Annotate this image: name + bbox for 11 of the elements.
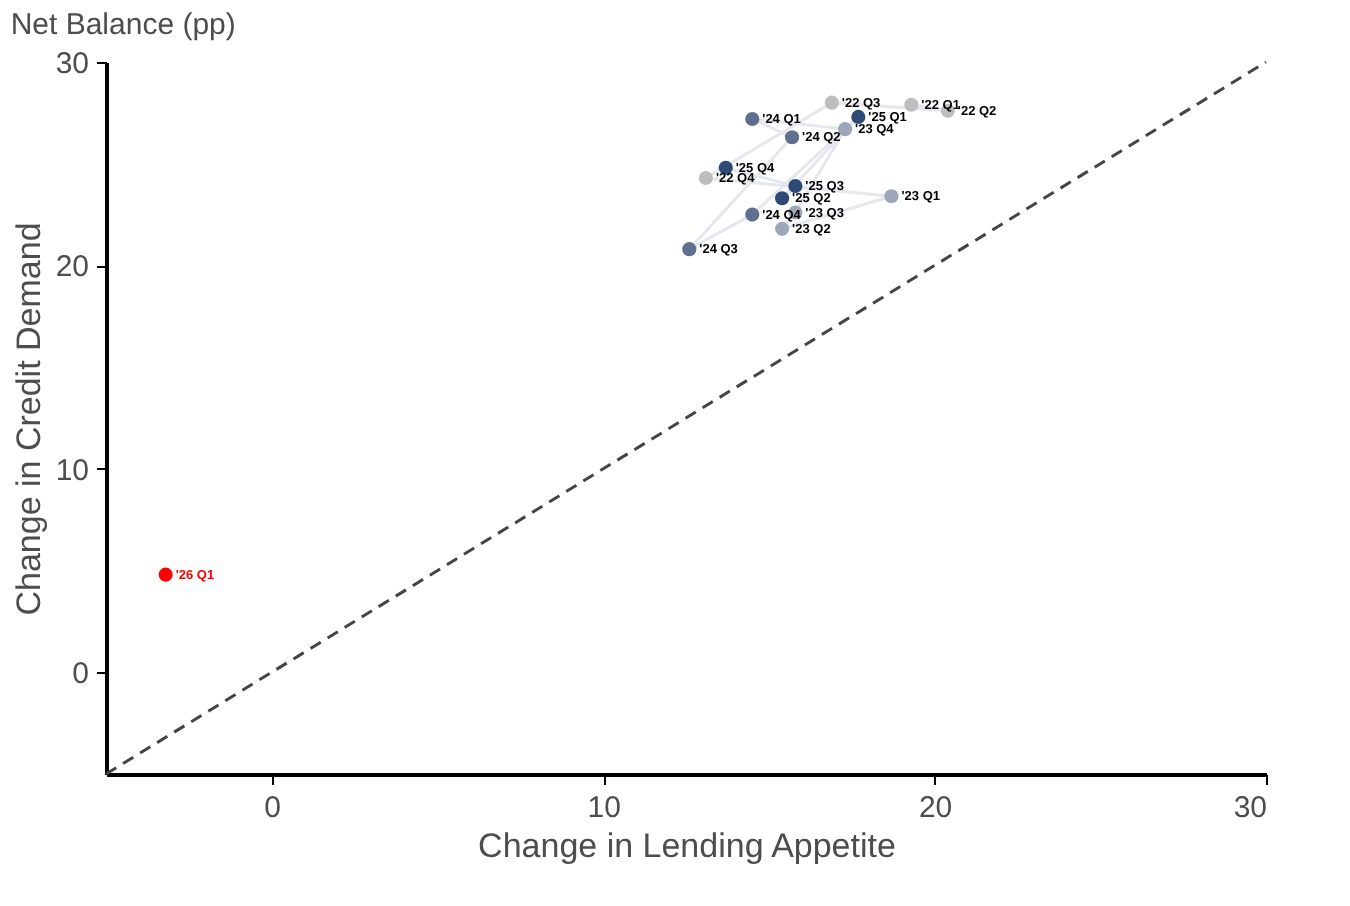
y-tick-label: 0 <box>72 657 89 692</box>
x-axis-title: Change in Lending Appetite <box>478 827 896 865</box>
x-tick-label: 30 <box>1233 791 1267 825</box>
y-tick-label: 30 <box>55 47 89 81</box>
chart-title: Net Balance (pp) <box>10 8 236 42</box>
y-tick-label: 10 <box>55 453 89 488</box>
y-tick-label: 20 <box>55 250 89 285</box>
x-tick-label: 20 <box>918 791 953 825</box>
x-tick-label: 0 <box>264 791 282 825</box>
y-axis-title: Change in Credit Demand <box>9 222 48 616</box>
x-tick-label: 10 <box>587 791 621 825</box>
